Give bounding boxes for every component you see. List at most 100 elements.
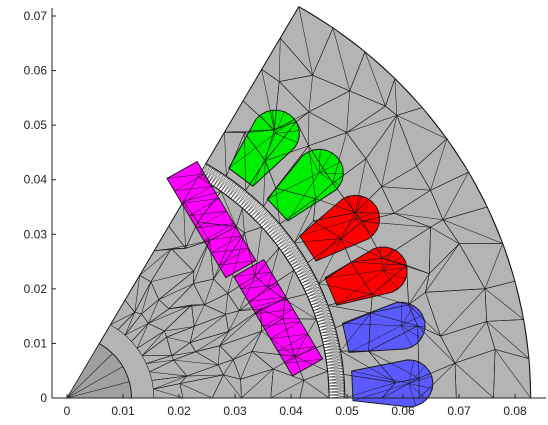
airgap-mesh-line <box>311 299 327 309</box>
airgap-mesh-line <box>248 203 262 217</box>
y-tick-label: 0.01 <box>24 336 48 350</box>
airgap-mesh-line <box>290 257 306 268</box>
magnet-mesh-line <box>211 248 249 254</box>
airgap-mesh-line <box>321 335 338 343</box>
slot-mesh-line <box>382 267 408 271</box>
slot-mesh-line <box>379 247 384 271</box>
stator-mesh-line <box>418 362 456 399</box>
airgap-mesh-line <box>326 357 342 363</box>
airgap-mesh-line <box>307 290 323 300</box>
magnet-mesh-line <box>211 235 242 254</box>
magnet-mesh-line <box>218 260 256 266</box>
slot-mesh-line <box>318 149 321 173</box>
stator-mesh-line <box>370 312 418 327</box>
stator-mesh-line <box>396 115 447 140</box>
stator-mesh-line <box>442 171 469 220</box>
airgap-mesh-line <box>305 284 321 295</box>
stator-mesh-line <box>294 198 316 243</box>
magnet-mesh-line <box>174 186 212 192</box>
airgap-mesh-line <box>205 164 344 398</box>
airgap-mesh-line <box>293 262 309 274</box>
rotor-mesh-line <box>148 304 192 324</box>
stator-mesh-line <box>278 38 281 82</box>
magnet-mesh-line <box>181 198 220 204</box>
stator-mesh-line <box>340 312 371 352</box>
stator-mesh-line <box>381 186 431 191</box>
rotor-mesh-line <box>238 276 256 311</box>
airgap-mesh-line <box>320 329 337 337</box>
rotor-mesh-line <box>153 375 188 390</box>
x-tick-label: 0.05 <box>335 404 359 418</box>
magnet-mesh-line <box>188 198 220 216</box>
airgap-mesh-line <box>208 169 219 185</box>
airgap-mesh-line <box>228 184 240 199</box>
slot-mesh-line <box>299 218 356 237</box>
airgap-mesh-line <box>299 273 315 284</box>
stator-mesh-line <box>381 115 398 187</box>
magnet-mesh-line <box>270 333 308 339</box>
airgap-mesh-line <box>328 388 345 393</box>
slot-mesh-line <box>408 383 417 407</box>
airgap-mesh-line <box>200 165 211 180</box>
rotor-mesh-line <box>183 191 222 202</box>
stator-mesh-line <box>355 212 395 214</box>
shaft-mesh-line <box>66 353 113 399</box>
rotor-mesh-line <box>294 356 328 372</box>
airgap-mesh-line <box>218 177 230 192</box>
slot-mesh-line <box>349 325 402 353</box>
slot-winding-1 <box>228 109 300 187</box>
airgap-mesh-line <box>205 168 216 184</box>
axes: 0 0.01 0.02 0.03 0.04 0.05 0.06 0.07 0.08 0 0.01 0.… <box>24 8 546 418</box>
stator-mesh-line <box>430 138 448 191</box>
magnet-mesh-line <box>248 284 279 302</box>
stator-mesh-line <box>350 261 407 266</box>
slot-mesh-line <box>351 370 409 384</box>
airgap-mesh-line <box>302 279 318 289</box>
airgap-mesh-line <box>298 270 314 281</box>
airgap-mesh-line <box>251 205 264 219</box>
magnet-mesh-line <box>196 223 234 229</box>
airgap-mesh-line <box>232 188 245 203</box>
slot-mesh-line <box>318 152 333 173</box>
stator-mesh-line <box>332 132 347 184</box>
x-tick-label: 0.06 <box>391 404 415 418</box>
stator-mesh-line <box>454 362 494 399</box>
slot-mesh-line <box>267 172 320 200</box>
stator-mesh-line <box>327 305 371 314</box>
airgap-mesh-line <box>223 180 235 196</box>
y-tick-label: 0.05 <box>24 118 48 132</box>
airgap-mesh-line <box>230 186 242 201</box>
magnet-mesh-line <box>167 173 205 179</box>
shaft-mesh-line <box>66 366 123 399</box>
airgap-mesh-line <box>318 320 334 328</box>
airgap-mesh-line <box>246 200 259 215</box>
rotor-mesh-line <box>284 299 317 320</box>
magnet-mesh-line <box>240 271 272 290</box>
airgap-mesh-line <box>242 196 255 211</box>
shaft-mesh-line <box>66 343 100 399</box>
airgap-mesh-line <box>303 282 319 292</box>
magnet-mesh-line <box>263 321 301 327</box>
rotor-mesh-line <box>166 336 191 343</box>
rotor-mesh-line <box>267 247 280 288</box>
rotor-mesh-line <box>193 304 205 327</box>
stator-mesh-line <box>346 90 351 133</box>
slot-mesh-line <box>382 255 403 271</box>
airgap-mesh-line <box>253 207 266 221</box>
stator-mesh-line <box>298 6 313 76</box>
x-tick-label: 0.02 <box>167 404 191 418</box>
rotor-mesh-line <box>148 299 160 324</box>
airgap-mesh-line <box>326 360 343 366</box>
slot-mesh-line <box>319 161 341 174</box>
slot-mesh-line <box>408 360 415 384</box>
airgap-mesh-line <box>328 375 345 381</box>
airgap-mesh-line <box>312 302 328 311</box>
rotor-mesh-line <box>223 374 242 399</box>
stator-mesh-line <box>394 78 398 116</box>
stator-mesh-line <box>308 145 316 199</box>
y-tick-label: 0.02 <box>24 282 48 296</box>
slot-mesh-line <box>408 383 427 400</box>
magnet-mesh-line <box>174 173 205 192</box>
rotor-mesh-line <box>186 374 224 377</box>
